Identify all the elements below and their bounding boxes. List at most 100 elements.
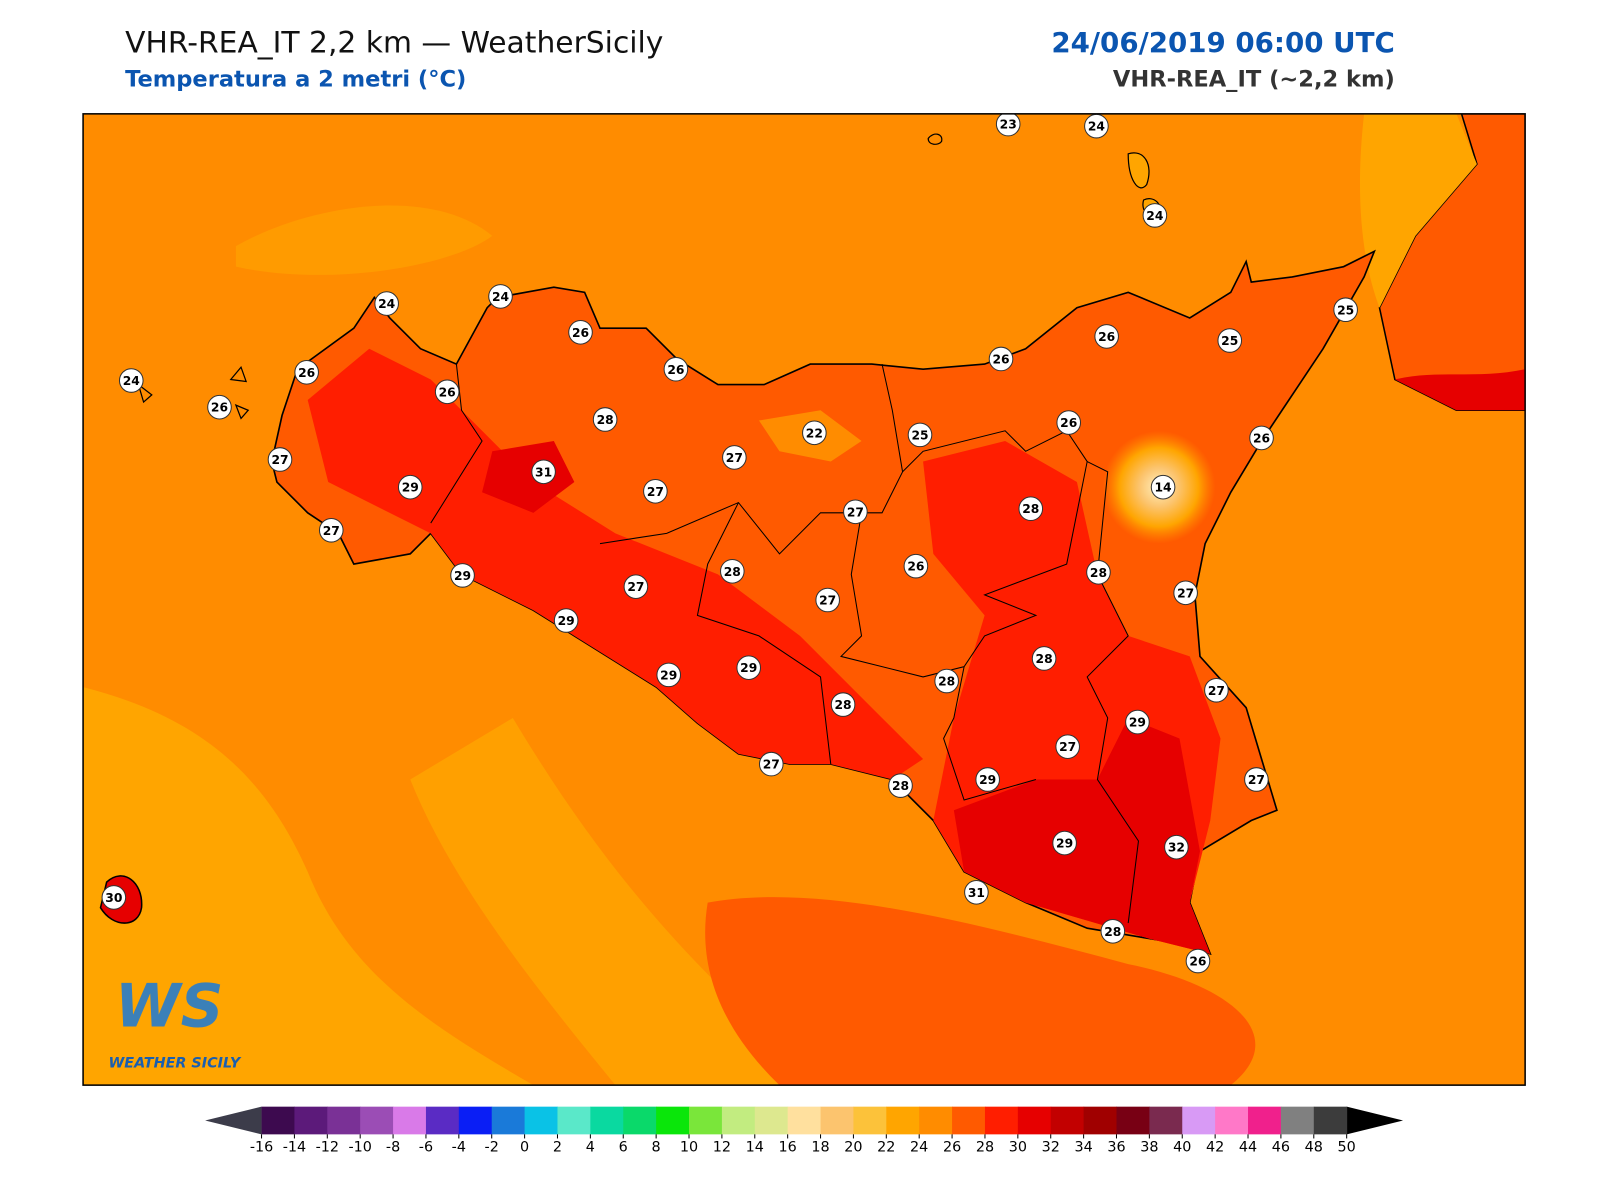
colorbar-segment bbox=[294, 1106, 328, 1135]
station: 27 bbox=[843, 499, 868, 525]
station: 26 bbox=[294, 359, 319, 385]
colorbar-segment bbox=[1313, 1106, 1348, 1135]
station-marker bbox=[802, 420, 827, 446]
colorbar-segment bbox=[1215, 1106, 1249, 1135]
station-temperature: 28 bbox=[835, 698, 852, 712]
station-temperature: 26 bbox=[572, 326, 589, 340]
station: 26 bbox=[903, 553, 929, 579]
station-temperature: 23 bbox=[1000, 118, 1017, 132]
station: 29 bbox=[450, 563, 475, 588]
station-marker bbox=[397, 474, 423, 500]
station-marker bbox=[1055, 734, 1080, 759]
colorbar-segment bbox=[1280, 1106, 1315, 1135]
station: 26 bbox=[207, 394, 232, 420]
colorbar-tick-label: 34 bbox=[1074, 1140, 1092, 1156]
station-marker bbox=[758, 751, 784, 777]
station-marker bbox=[1185, 948, 1211, 974]
station-marker bbox=[488, 284, 513, 309]
station-temperature: 27 bbox=[763, 758, 780, 772]
colorbar-segment bbox=[393, 1106, 427, 1135]
colorbar-tick-label: 14 bbox=[746, 1140, 764, 1156]
station: 27 bbox=[815, 587, 840, 613]
station: 31 bbox=[531, 459, 556, 485]
colorbar-tick-label: 28 bbox=[976, 1140, 994, 1156]
station-marker bbox=[1249, 425, 1274, 451]
station-marker bbox=[553, 608, 579, 633]
station-marker bbox=[888, 773, 913, 798]
colorbar-segment bbox=[590, 1106, 624, 1135]
colorbar-tick-label: 50 bbox=[1338, 1140, 1356, 1156]
colorbar-tick-label: 40 bbox=[1173, 1140, 1191, 1156]
subtitle: Temperatura a 2 metri (°C) bbox=[125, 67, 466, 93]
station-temperature: 29 bbox=[979, 773, 996, 787]
station-temperature: 26 bbox=[1189, 955, 1206, 969]
station: 28 bbox=[1018, 496, 1044, 522]
station-marker bbox=[975, 767, 1000, 792]
colorbar-tick-label: 46 bbox=[1272, 1140, 1290, 1156]
colorbar-segment bbox=[1248, 1106, 1282, 1135]
station-marker bbox=[1164, 834, 1189, 860]
station-temperature: 29 bbox=[660, 668, 677, 682]
logo-name: WEATHER SICILY bbox=[108, 1056, 241, 1072]
station: 24 bbox=[1084, 113, 1109, 139]
station: 28 bbox=[888, 773, 913, 798]
station: 29 bbox=[736, 655, 762, 680]
station-temperature: 28 bbox=[1022, 502, 1039, 516]
station-temperature: 14 bbox=[1155, 481, 1172, 495]
colorbar-tick-label: 24 bbox=[910, 1140, 928, 1156]
station-marker bbox=[1031, 646, 1057, 671]
station-marker bbox=[1204, 677, 1229, 703]
station-temperature: 25 bbox=[1221, 334, 1238, 348]
station-temperature: 27 bbox=[726, 451, 743, 465]
station-temperature: 22 bbox=[806, 426, 823, 440]
colorbar-tick-label: -2 bbox=[485, 1140, 499, 1156]
station: 28 bbox=[830, 692, 856, 717]
colorbar-segment bbox=[721, 1106, 756, 1135]
colorbar-tick-label: 12 bbox=[713, 1140, 731, 1156]
station: 29 bbox=[1125, 709, 1150, 735]
station: 28 bbox=[1100, 918, 1126, 944]
model: VHR-REA_IT (~2,2 km) bbox=[1113, 67, 1395, 93]
colorbar-tick-label: 48 bbox=[1305, 1140, 1323, 1156]
station-marker bbox=[318, 517, 344, 543]
station: 27 bbox=[758, 751, 784, 777]
station: 29 bbox=[553, 608, 579, 633]
station: 26 bbox=[1185, 948, 1211, 974]
station-temperature: 26 bbox=[992, 353, 1009, 367]
colorbar-tick-label: -14 bbox=[283, 1140, 306, 1156]
station-marker bbox=[934, 668, 959, 694]
colorbar-tick-label: -4 bbox=[452, 1140, 466, 1156]
station-temperature: 28 bbox=[1036, 652, 1053, 666]
colorbar-tick-label: 0 bbox=[520, 1140, 529, 1156]
station-temperature: 24 bbox=[123, 374, 140, 388]
station-marker bbox=[830, 692, 856, 717]
station: 28 bbox=[1031, 646, 1057, 671]
station-temperature: 24 bbox=[1146, 209, 1163, 223]
station-marker bbox=[903, 553, 929, 579]
colorbar-tick-label: -6 bbox=[419, 1140, 433, 1156]
station-temperature: 26 bbox=[439, 385, 456, 399]
colorbar-tick-label: 2 bbox=[553, 1140, 562, 1156]
station: 28 bbox=[934, 668, 959, 694]
station-marker bbox=[1056, 410, 1082, 435]
station-temperature: 27 bbox=[847, 505, 864, 519]
station-marker bbox=[995, 113, 1021, 137]
station-temperature: 25 bbox=[1337, 303, 1354, 317]
colorbar-segment bbox=[1149, 1106, 1183, 1135]
station: 27 bbox=[1173, 580, 1198, 606]
colorbar-segment bbox=[1050, 1106, 1085, 1135]
station: 27 bbox=[643, 478, 668, 504]
station: 24 bbox=[488, 284, 513, 309]
colorbar-segment bbox=[952, 1106, 986, 1135]
station-marker bbox=[1333, 297, 1358, 323]
station-marker bbox=[663, 356, 689, 382]
station-marker bbox=[118, 368, 144, 393]
station-temperature: 26 bbox=[907, 560, 924, 574]
station-marker bbox=[643, 478, 668, 504]
station-temperature: 27 bbox=[1208, 684, 1225, 698]
colorbar-segment bbox=[623, 1106, 657, 1135]
station-marker bbox=[568, 319, 593, 345]
station: 23 bbox=[995, 113, 1021, 137]
station: 28 bbox=[1086, 560, 1111, 585]
